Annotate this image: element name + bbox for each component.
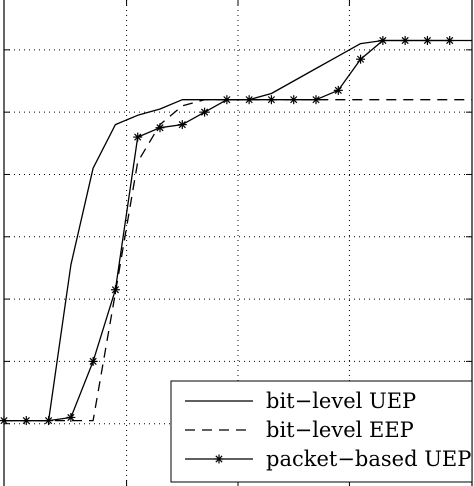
legend-box (170, 380, 473, 483)
legend: bit−level UEP bit−level EEP packet−based… (170, 380, 473, 483)
data-point-packet-based-uep-15 (333, 85, 343, 95)
data-point-packet-based-uep-9 (200, 107, 210, 117)
data-point-packet-based-uep-7 (155, 123, 165, 133)
data-point-packet-based-uep-5 (110, 285, 120, 295)
data-point-packet-based-uep-4 (88, 356, 98, 366)
data-point-packet-based-uep-10 (222, 95, 232, 105)
legend-label-bit-level-uep: bit−level UEP (266, 389, 416, 413)
legend-marker-star (214, 454, 224, 464)
data-point-packet-based-uep-13 (289, 95, 299, 105)
data-point-packet-based-uep-14 (311, 95, 321, 105)
legend-label-packet-based-uep: packet−based UEP (266, 447, 471, 471)
series-group (0, 36, 472, 426)
data-point-packet-based-uep-8 (177, 120, 187, 130)
data-point-packet-based-uep-2 (44, 416, 54, 426)
data-point-packet-based-uep-12 (266, 95, 276, 105)
legend-label-bit-level-eep: bit−level EEP (266, 418, 414, 442)
data-point-packet-based-uep-19 (422, 36, 432, 45)
data-point-packet-based-uep-1 (21, 416, 31, 426)
data-point-packet-based-uep-17 (378, 36, 388, 45)
data-point-packet-based-uep-18 (400, 36, 410, 45)
legend-marker-packet-based-uep (214, 454, 224, 464)
data-point-packet-based-uep-20 (445, 36, 455, 45)
data-point-packet-based-uep-3 (66, 412, 76, 422)
data-point-packet-based-uep-0 (0, 416, 9, 426)
data-point-packet-based-uep-11 (244, 95, 254, 105)
series-line-bit-level-eep (4, 99, 472, 422)
data-point-packet-based-uep-6 (133, 132, 143, 142)
data-point-packet-based-uep-16 (356, 54, 366, 64)
